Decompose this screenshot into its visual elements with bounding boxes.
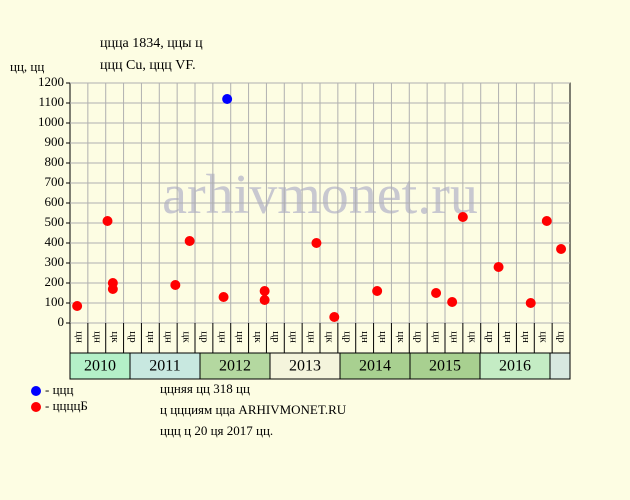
data-point bbox=[259, 286, 270, 296]
y-tick-label: 1200 bbox=[38, 74, 64, 89]
year-label: 2013 bbox=[289, 358, 321, 375]
x-tick-label: цк bbox=[181, 331, 193, 343]
year-band bbox=[339, 352, 411, 380]
x-tick-label: цн bbox=[163, 331, 175, 343]
x-tick-label: цр bbox=[341, 331, 353, 343]
y-tick-label: 900 bbox=[45, 134, 65, 149]
x-tick-label: цк bbox=[323, 331, 335, 343]
data-point bbox=[259, 295, 270, 305]
x-tick-label: цр bbox=[484, 331, 496, 343]
year-band bbox=[549, 352, 571, 380]
x-tick-label: цр bbox=[270, 331, 282, 343]
year-label: 2015 bbox=[429, 358, 461, 375]
legend-label: - ццц bbox=[45, 382, 73, 397]
y-tick-label: 600 bbox=[45, 194, 65, 209]
note: ц ццциям цца ARHIVMONET.RU bbox=[160, 402, 347, 417]
y-tick-label: 100 bbox=[45, 294, 65, 309]
note: ццняя цц 318 цц bbox=[160, 381, 250, 396]
data-point bbox=[184, 236, 195, 246]
x-tick-label: цк bbox=[466, 331, 478, 343]
year-label: 2016 bbox=[499, 358, 531, 375]
year-label: 2011 bbox=[149, 358, 180, 375]
x-tick-label: цн bbox=[448, 331, 460, 343]
y-axis-label: цц, цц bbox=[10, 59, 44, 74]
data-point bbox=[493, 262, 504, 272]
x-tick-label: цн bbox=[145, 331, 157, 343]
data-point bbox=[431, 288, 442, 298]
year-label: 2012 bbox=[219, 358, 251, 375]
x-tick-label: цн bbox=[91, 331, 103, 343]
y-tick-label: 300 bbox=[45, 254, 65, 269]
year-band bbox=[69, 352, 131, 380]
x-tick-label: цк bbox=[395, 331, 407, 343]
data-point bbox=[102, 216, 113, 226]
y-tick-label: 400 bbox=[45, 234, 65, 249]
data-point bbox=[556, 244, 567, 254]
data-point bbox=[447, 297, 458, 307]
data-point bbox=[222, 94, 233, 104]
x-tick-label: цк bbox=[252, 331, 264, 343]
x-tick-label: цр bbox=[556, 331, 568, 343]
y-tick-label: 200 bbox=[45, 274, 65, 289]
y-tick-label: 0 bbox=[58, 314, 65, 329]
y-tick-label: 1000 bbox=[38, 114, 64, 129]
x-tick-label: цк bbox=[109, 331, 121, 343]
x-tick-label: цн bbox=[377, 331, 389, 343]
x-tick-label: цр bbox=[127, 331, 139, 343]
legend-label: - ццццБ bbox=[45, 398, 88, 413]
data-point bbox=[541, 216, 552, 226]
data-point bbox=[329, 312, 340, 322]
year-label: 2010 bbox=[84, 358, 116, 375]
x-tick-label: цр bbox=[198, 331, 210, 343]
x-tick-label: цн bbox=[306, 331, 318, 343]
legend-marker bbox=[31, 386, 41, 396]
x-tick-label: цн bbox=[520, 331, 532, 343]
data-point bbox=[72, 301, 83, 311]
year-band bbox=[409, 352, 481, 380]
x-tick-label: цн bbox=[431, 331, 443, 343]
y-tick-label: 700 bbox=[45, 174, 65, 189]
data-point bbox=[170, 280, 181, 290]
x-tick-label: цн bbox=[234, 331, 246, 343]
year-band bbox=[479, 352, 551, 380]
x-tick-label: цн bbox=[216, 331, 228, 343]
x-tick-label: цк bbox=[538, 331, 550, 343]
chart-subtitle: ццц Cu, ццц VF. bbox=[100, 58, 196, 73]
data-point bbox=[107, 284, 118, 294]
data-point bbox=[457, 212, 468, 222]
legend-marker bbox=[31, 402, 41, 412]
x-tick-label: цр bbox=[413, 331, 425, 343]
data-point bbox=[311, 238, 322, 248]
y-tick-label: 800 bbox=[45, 154, 65, 169]
data-point bbox=[218, 292, 229, 302]
data-point bbox=[372, 286, 383, 296]
chart-title: ццца 1834, ццы ц bbox=[100, 36, 203, 51]
note: ццц ц 20 ця 2017 цц. bbox=[160, 423, 273, 438]
y-tick-label: 1100 bbox=[38, 94, 64, 109]
x-tick-label: цн bbox=[288, 331, 300, 343]
x-tick-label: цн bbox=[73, 331, 85, 343]
y-tick-label: 500 bbox=[45, 214, 65, 229]
x-tick-label: цн bbox=[359, 331, 371, 343]
x-tick-label: цн bbox=[502, 331, 514, 343]
year-label: 2014 bbox=[359, 358, 391, 375]
year-band bbox=[129, 352, 201, 380]
data-point bbox=[525, 298, 536, 308]
